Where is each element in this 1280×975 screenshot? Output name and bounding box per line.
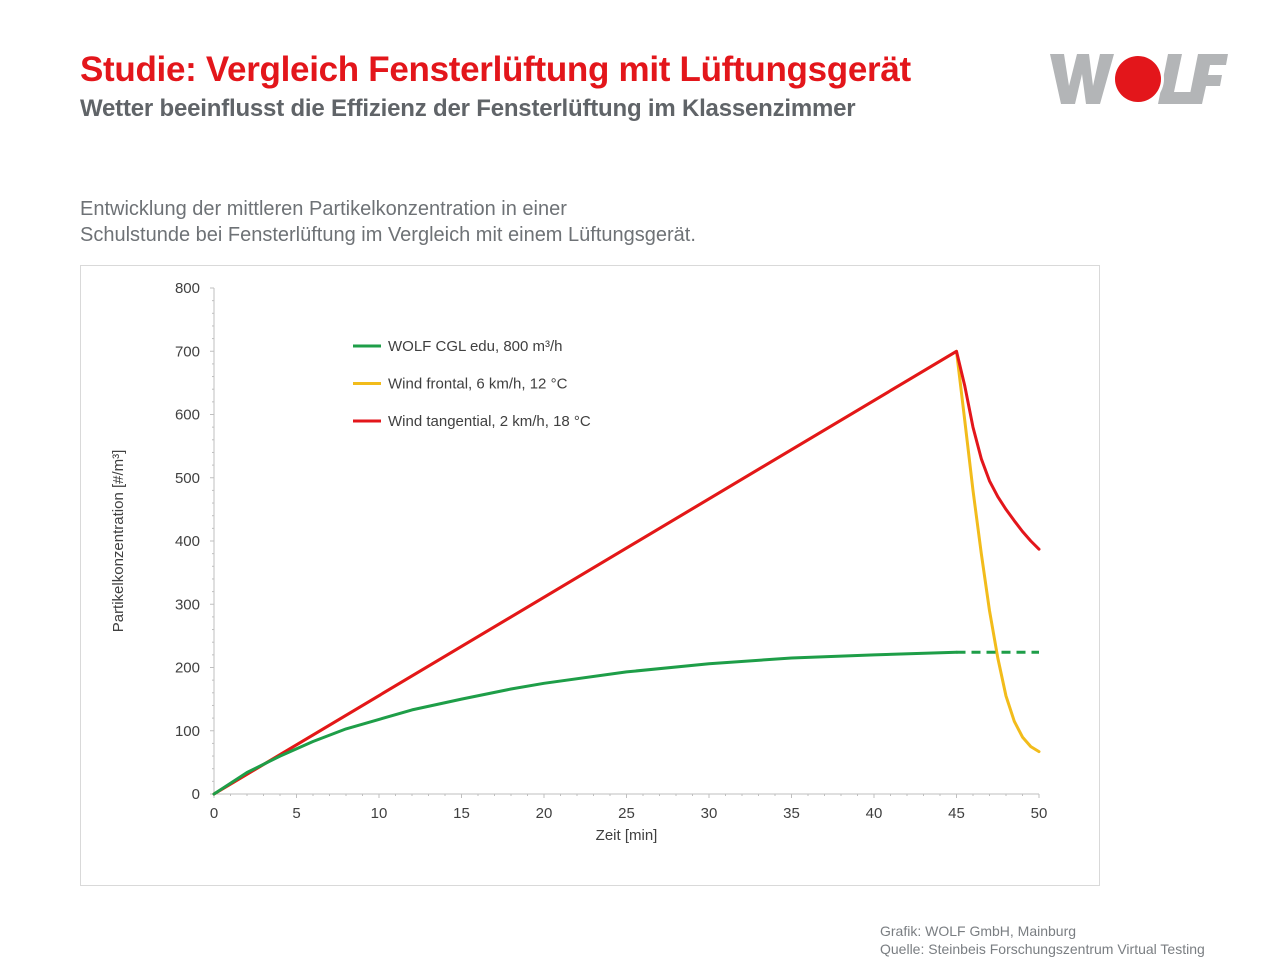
y-tick-label: 500 — [175, 470, 200, 487]
legend-label-0: WOLF CGL edu, 800 m³/h — [388, 338, 563, 355]
legend-label-2: Wind tangential, 2 km/h, 18 °C — [388, 413, 591, 430]
y-tick-label: 0 — [192, 786, 200, 803]
chart-description-line2: Schulstunde bei Fensterlüftung im Vergle… — [80, 224, 696, 246]
legend-label-1: Wind frontal, 6 km/h, 12 °C — [388, 376, 568, 393]
y-tick-label: 600 — [175, 407, 200, 424]
chart-description-line1: Entwicklung der mittleren Partikelkonzen… — [80, 198, 567, 220]
series-line-1 — [212, 349, 1041, 796]
chart-panel: 0 100 200 300 400 500 600 700 800 0 5 10 15 20 25 30 35 4… — [80, 265, 1100, 886]
credit-graphic: Grafik: WOLF GmbH, Mainburg — [880, 923, 1077, 939]
x-tick-label: 0 — [210, 805, 218, 822]
x-tick-label: 5 — [292, 805, 300, 822]
wolf-logo — [1050, 53, 1228, 105]
x-tick-label: 50 — [1031, 805, 1048, 822]
x-axis-title: Zeit [min] — [596, 827, 658, 844]
y-tick-label: 800 — [175, 280, 200, 297]
x-tick-label: 25 — [618, 805, 635, 822]
y-tick-label: 200 — [175, 660, 200, 677]
particle-concentration-chart: 0 100 200 300 400 500 600 700 800 0 5 10 15 20 25 30 35 4… — [110, 280, 1048, 844]
x-tick-label: 20 — [536, 805, 553, 822]
y-tick-label: 300 — [175, 596, 200, 613]
credit-source: Quelle: Steinbeis Forschungszentrum Virt… — [880, 941, 1205, 957]
x-tick-label: 35 — [783, 805, 800, 822]
y-axis-title: Partikelkonzentration [#/m³] — [110, 450, 127, 633]
page-subtitle: Wetter beeinflusst die Effizienz der Fen… — [80, 95, 856, 122]
series-line-2 — [212, 349, 1041, 796]
x-tick-label: 30 — [701, 805, 718, 822]
chart-description: Entwicklung der mittleren Partikelkonzen… — [80, 196, 696, 248]
x-tick-label: 45 — [948, 805, 965, 822]
y-tick-label: 100 — [175, 723, 200, 740]
x-tick-label: 15 — [453, 805, 470, 822]
page-title: Studie: Vergleich Fensterlüftung mit Lüf… — [80, 50, 911, 89]
y-tick-label: 700 — [175, 343, 200, 360]
x-tick-label: 10 — [371, 805, 388, 822]
x-tick-label: 40 — [866, 805, 883, 822]
series-line-0 — [212, 650, 958, 796]
credits: Grafik: WOLF GmbH, Mainburg Quelle: Stei… — [880, 922, 1205, 958]
y-tick-label: 400 — [175, 533, 200, 550]
